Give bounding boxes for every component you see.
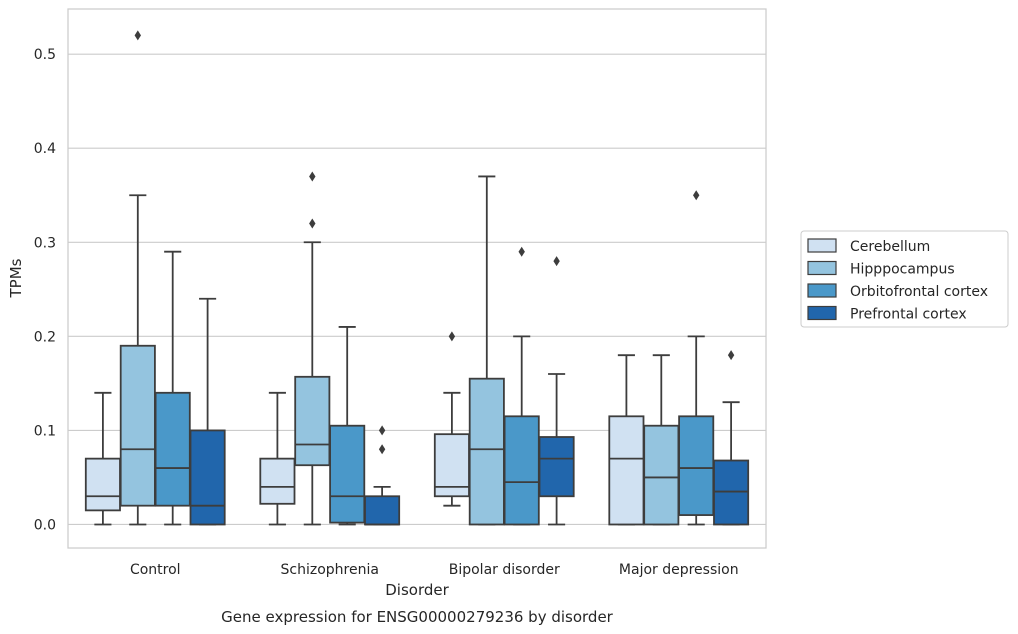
outlier-point	[518, 246, 525, 257]
box-body	[713, 459, 750, 526]
box-orbitofrontal-cortex-control	[154, 250, 191, 526]
plot-frame	[67, 8, 767, 549]
x-tick-label: Major depression	[619, 562, 739, 578]
box-body	[189, 429, 226, 526]
box-prefrontal-cortex-schizophrenia	[364, 425, 401, 526]
box-series	[84, 30, 750, 526]
box-body	[503, 415, 540, 526]
box-prefrontal-cortex-major-depression	[713, 350, 750, 526]
box-body	[364, 495, 401, 526]
legend-box	[800, 230, 1009, 328]
box-cerebellum-schizophrenia	[259, 391, 296, 526]
box-cerebellum-bipolar-disorder	[433, 331, 470, 507]
legend-swatch	[807, 238, 837, 253]
box-body	[84, 457, 121, 512]
legend-label: Orbitofrontal cortex	[850, 284, 988, 300]
box-body	[538, 436, 575, 498]
y-tick-labels: 0.0 0.1 0.2 0.3 0.4 0.5	[34, 47, 56, 533]
box-body	[329, 424, 366, 524]
box-body	[433, 433, 470, 498]
box-orbitofrontal-cortex-schizophrenia	[329, 326, 366, 526]
box-body	[643, 424, 680, 526]
box-body	[154, 391, 191, 507]
box-body	[468, 377, 505, 526]
box-hipppocampus-major-depression	[643, 354, 680, 526]
y-tick-label: 0.2	[34, 329, 56, 345]
box-body	[259, 457, 296, 505]
outlier-point	[134, 30, 141, 41]
box-hipppocampus-bipolar-disorder	[468, 175, 505, 526]
outlier-point	[309, 171, 316, 182]
y-tick-label: 0.3	[34, 235, 56, 251]
box-hipppocampus-control	[119, 30, 156, 526]
legend: Cerebellum Hipppocampus Orbitofrontal cort…	[800, 230, 1009, 328]
legend-swatch	[807, 260, 837, 276]
legend-label: Prefrontal cortex	[850, 307, 967, 323]
x-axis-label: Disorder	[385, 581, 449, 599]
y-tick-label: 0.5	[34, 47, 56, 63]
box-body	[294, 375, 331, 467]
legend-label: Hipppocampus	[850, 262, 955, 278]
legend-label: Cerebellum	[850, 239, 930, 255]
box-cerebellum-control	[84, 391, 121, 526]
box-body	[678, 415, 715, 516]
chart-caption: Gene expression for ENSG00000279236 by d…	[221, 608, 614, 626]
y-tick-label: 0.0	[34, 517, 56, 533]
outlier-point	[693, 190, 700, 201]
legend-swatch	[807, 305, 837, 321]
box-body	[119, 344, 156, 507]
x-tick-label: Bipolar disorder	[449, 562, 560, 578]
box-cerebellum-major-depression	[608, 354, 645, 526]
outlier-point	[448, 331, 456, 342]
x-tick-labels: Control Schizophrenia Bipolar disorder Majo…	[130, 562, 739, 578]
legend-swatch	[807, 283, 837, 298]
y-axis-label: TPMs	[7, 258, 25, 298]
box-prefrontal-cortex-control	[189, 297, 226, 526]
y-tick-label: 0.1	[34, 423, 56, 439]
box-orbitofrontal-cortex-bipolar-disorder	[503, 246, 540, 526]
y-tick-label: 0.4	[34, 141, 56, 157]
box-hipppocampus-schizophrenia	[294, 171, 331, 526]
box-prefrontal-cortex-bipolar-disorder	[538, 256, 575, 526]
outlier-point	[553, 256, 560, 267]
x-tick-label: Control	[130, 562, 181, 578]
x-tick-label: Schizophrenia	[281, 562, 379, 578]
box-body	[608, 415, 645, 526]
outlier-point	[378, 444, 386, 455]
outlier-point	[309, 218, 316, 229]
outlier-point	[378, 425, 386, 436]
outlier-point	[727, 350, 735, 361]
box-orbitofrontal-cortex-major-depression	[678, 190, 715, 526]
